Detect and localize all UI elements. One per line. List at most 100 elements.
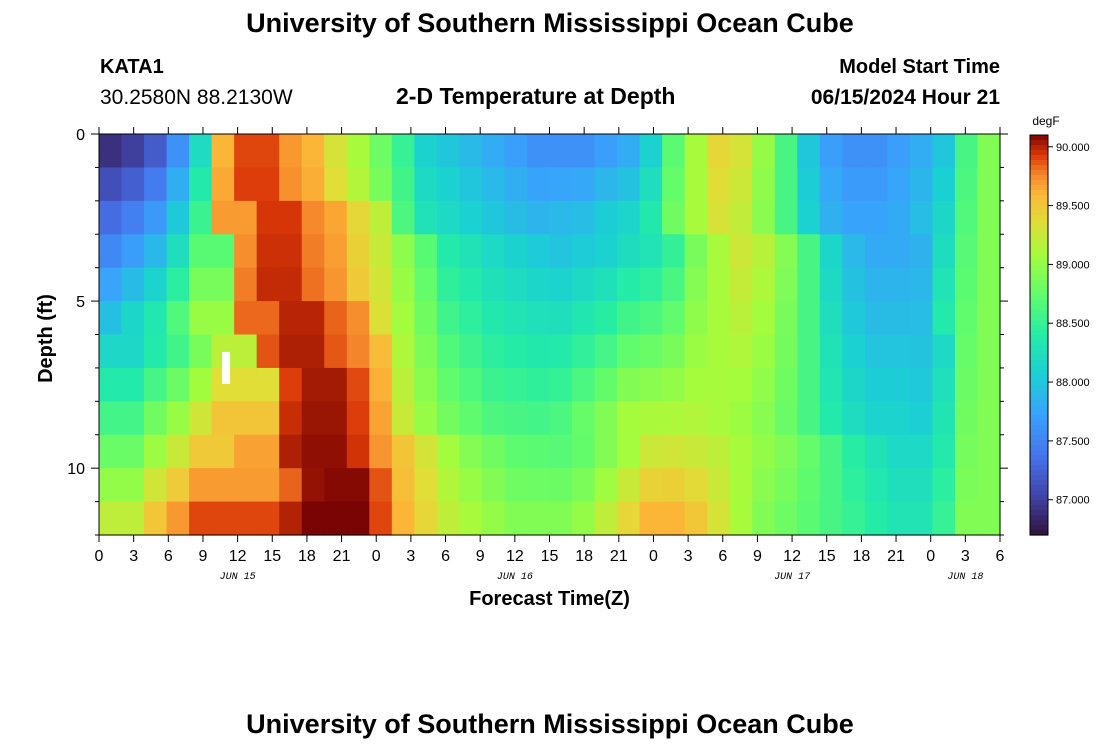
heatmap-cell [594,234,618,269]
colorbar-segment [1030,135,1048,141]
heatmap-cell [346,167,370,202]
heatmap-cell [729,167,753,202]
x-tick-label: 0 [649,548,658,565]
heatmap-cell [414,234,438,269]
colorbar-segment [1030,270,1048,276]
heatmap-cell [189,234,213,269]
heatmap-cell [121,434,145,469]
colorbar-segment [1030,325,1048,331]
y-tick-label: 5 [76,294,85,311]
heatmap-cell [752,267,776,302]
heatmap-cell [144,434,168,469]
heatmap-cell [684,267,708,302]
heatmap-cell [436,301,461,336]
heatmap-cell [864,501,888,536]
heatmap-cell [572,434,596,469]
heatmap-cell [189,367,213,402]
heatmap-cell [504,401,528,436]
colorbar-segment [1030,265,1048,271]
heatmap-cell [481,200,506,235]
heatmap-cell [144,501,168,536]
heatmap-cell [99,200,123,235]
heatmap-cell [279,434,303,469]
heatmap-cell [189,501,213,536]
heatmap-cell [662,501,686,536]
heatmap-cell [256,334,280,369]
heatmap-cell [391,468,415,503]
heatmap-cell [526,434,551,469]
heatmap-cell [301,234,325,269]
heatmap-cell [504,234,528,269]
colorbar-tick-label: 88.000 [1056,377,1090,389]
heatmap-cell [864,301,888,336]
heatmap-cell [459,501,483,536]
heatmap-cell [324,301,348,336]
heatmap-cell [301,134,325,169]
heatmap-cell [954,334,979,369]
heatmap-cell [909,468,934,503]
heatmap-cell [684,434,708,469]
heatmap-cell [279,200,303,235]
colorbar-frame [1029,134,1049,536]
heatmap-cell [301,167,325,202]
heatmap-cell [166,434,190,469]
heatmap-cell [752,334,776,369]
heatmap-cell [549,267,573,302]
heatmap-cell [481,234,506,269]
heatmap-cell [301,200,325,235]
colorbar-tick-label: 90.000 [1056,142,1090,154]
heatmap-cell [504,200,528,235]
heatmap-cell [932,301,956,336]
colorbar-segment [1030,165,1048,171]
heatmap-cell [662,167,686,202]
heatmap-cell [369,501,393,536]
colorbar-segment [1030,380,1048,386]
colorbar-segment [1030,200,1048,206]
x-tick-label: 15 [263,548,281,565]
heatmap-cell [819,334,843,369]
heatmap-cell [234,468,258,503]
heatmap-cell [234,200,258,235]
heatmap-cell [909,134,934,169]
heatmap-cell [211,267,235,302]
heatmap-cell [324,200,348,235]
heatmap-cell [211,167,235,202]
heatmap-cell [729,334,753,369]
heatmap-cell [481,501,506,536]
date-label: JUN 17 [774,572,810,583]
heatmap-cell [684,134,708,169]
colorbar-segment [1030,370,1048,376]
heatmap-cell [842,134,866,169]
heatmap-cell [436,334,461,369]
heatmap-cell [617,267,641,302]
colorbar-segment [1030,440,1048,446]
heatmap-cell [662,468,686,503]
colorbar-segment [1030,255,1048,261]
heatmap-cell [346,301,370,336]
heatmap-cell [572,167,596,202]
heatmap-cell [189,267,213,302]
colorbar-segment [1030,320,1048,326]
colorbar-segment [1030,150,1048,156]
heatmap-cell [977,134,1001,169]
colorbar-segment [1030,445,1048,451]
heatmap-cell [977,301,1001,336]
colorbar-segment [1030,305,1048,311]
heatmap-cell [504,167,528,202]
heatmap-cell [369,301,393,336]
heatmap-cell [234,134,258,169]
heatmap-cell [707,468,731,503]
heatmap-cell [256,501,280,536]
x-tick-label: 9 [199,548,208,565]
heatmap-cell [932,367,956,402]
heatmap-cell [211,468,235,503]
heatmap-cell [481,367,506,402]
heatmap-cell [391,501,415,536]
colorbar-segment [1030,170,1048,176]
x-tick-label: 3 [129,548,138,565]
x-tick-label: 18 [852,548,870,565]
heatmap-cell [684,167,708,202]
heatmap-cell [819,200,843,235]
heatmap-cell [369,167,393,202]
heatmap-cell [324,234,348,269]
